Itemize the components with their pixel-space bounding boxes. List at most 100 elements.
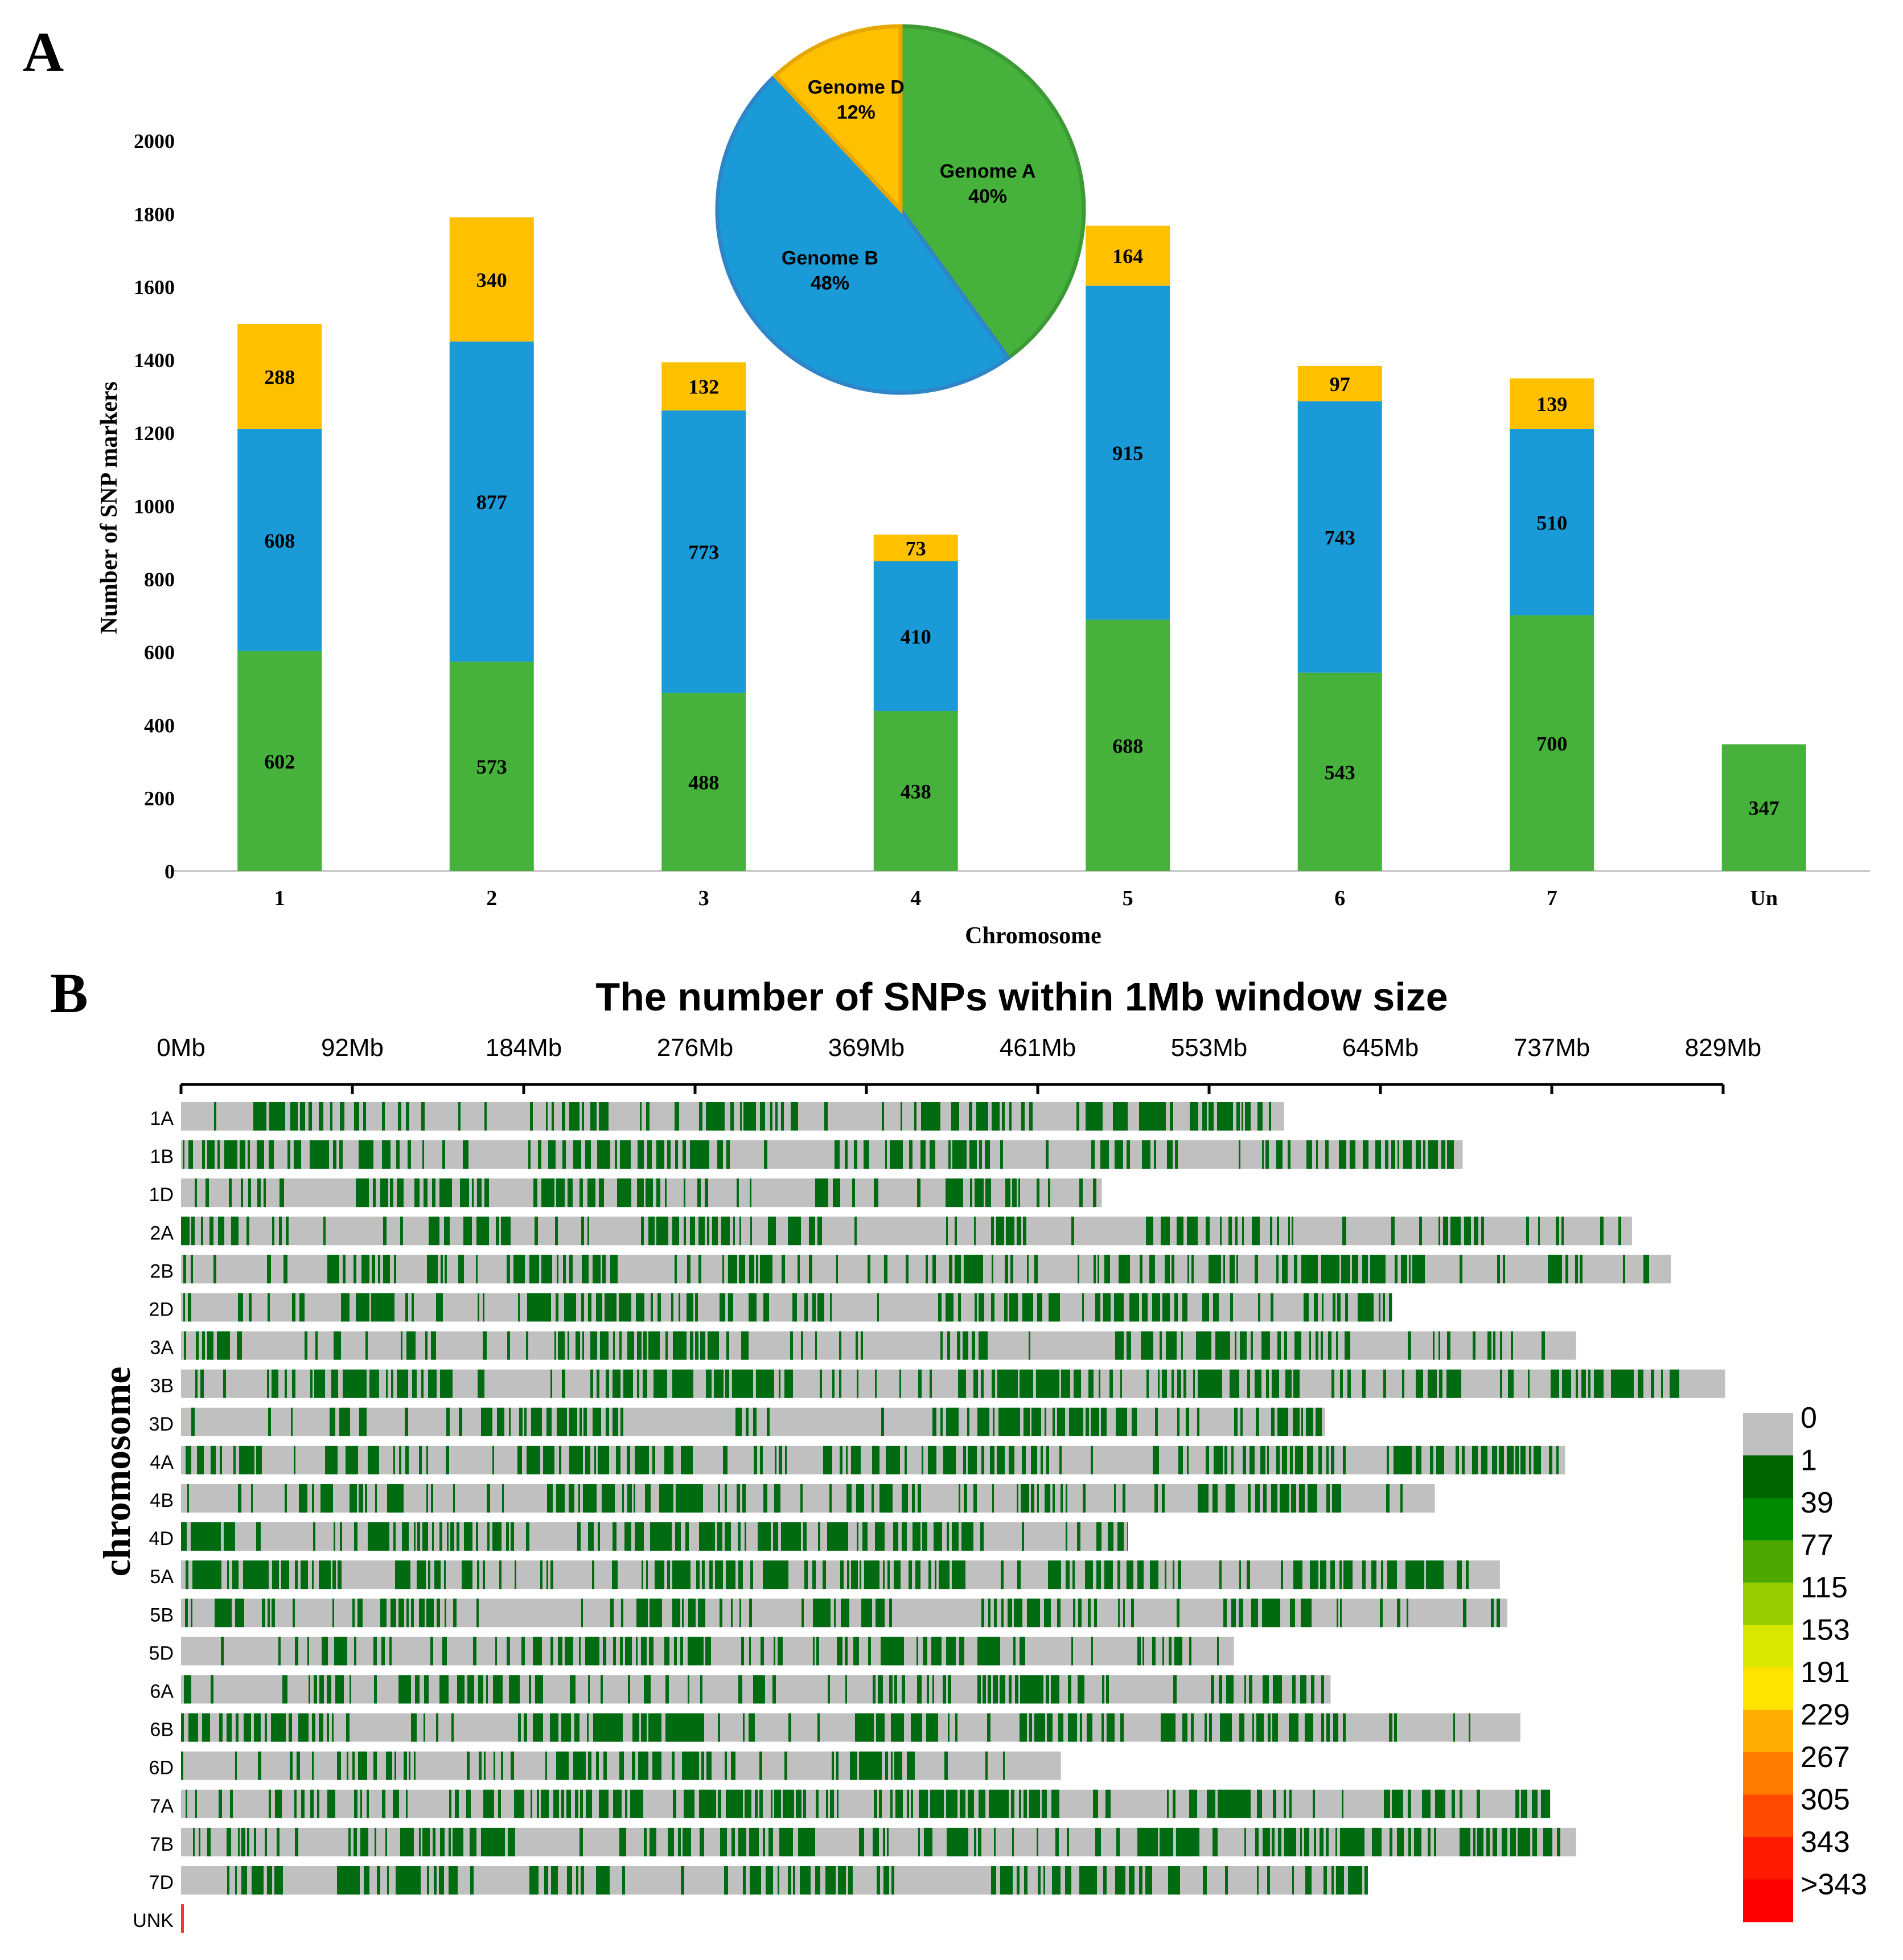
bar-segment (661, 362, 746, 411)
chromosome-label: 5D (149, 1642, 174, 1664)
chromosome-bar (181, 1713, 1520, 1742)
bar-value-label: 510 (1536, 511, 1567, 534)
chromosome-label: 5A (150, 1566, 174, 1588)
x-tick-label: 1 (274, 886, 285, 910)
bar-value-label: 97 (1330, 373, 1350, 396)
position-tick-label: 553Mb (1171, 1034, 1248, 1062)
chromosome-label: 2D (149, 1299, 174, 1321)
bar-value-label: 340 (476, 269, 507, 291)
chromosome-label: 6D (149, 1757, 174, 1779)
bar-value-label: 688 (1112, 734, 1143, 757)
bar-segment (449, 217, 534, 342)
x-tick-label: 6 (1334, 886, 1345, 910)
pie-slice (772, 24, 903, 215)
chromosome-bar (181, 1140, 1463, 1169)
chromosome-row (181, 1484, 1435, 1513)
chromosome-row (181, 1331, 1576, 1360)
chromosome-label: 1A (150, 1108, 174, 1129)
legend-swatch (1743, 1710, 1793, 1753)
bar-value-label: 543 (1325, 761, 1355, 784)
legend-label: 191 (1801, 1656, 1850, 1689)
snp-stripes (214, 1102, 1271, 1131)
bar-segment (237, 651, 322, 871)
snp-stripes (185, 1599, 1500, 1628)
legend-label: 343 (1801, 1826, 1850, 1859)
snp-stripes (187, 1484, 1403, 1513)
x-tick-label: 4 (910, 886, 921, 910)
chromosome-row (181, 1827, 1576, 1856)
chromosome-row (181, 1751, 1061, 1780)
legend-label: 1 (1801, 1444, 1817, 1477)
heatmap-title: The number of SNPs within 1Mb window siz… (595, 975, 1448, 1019)
y-tick-label: 400 (144, 714, 175, 737)
legend-label: >343 (1801, 1868, 1867, 1901)
chromosome-row (181, 1789, 1551, 1818)
chromosome-label: UNK (133, 1910, 174, 1932)
snp-stripes (195, 1178, 1096, 1207)
pie-slice-percent: 40% (968, 186, 1007, 207)
chromosome-row (181, 1866, 1368, 1895)
pie-slice-percent: 12% (837, 101, 876, 123)
pie-slice-label: Genome B (782, 248, 878, 269)
snp-stripes (181, 1751, 1005, 1780)
chromosome-label: 6B (150, 1719, 174, 1741)
bar-segment (661, 692, 746, 871)
chromosome-row (181, 1522, 1128, 1551)
bar-value-label: 139 (1536, 393, 1567, 416)
heatmap-legend: 0 1 39 77 115 153 191 229 267 305 343 >343 (1743, 1402, 1867, 1922)
chromosome-row (181, 1369, 1725, 1398)
panel-b: B The number of SNPs within 1Mb window s… (50, 961, 1867, 1933)
position-tick-label: 276Mb (657, 1034, 734, 1062)
position-tick-label: 92Mb (321, 1034, 384, 1062)
position-tick-label: 829Mb (1685, 1034, 1762, 1062)
chromosome-bar (181, 1407, 1325, 1436)
panel-b-label: B (50, 961, 88, 1025)
position-tick-label: 461Mb (1000, 1034, 1076, 1062)
x-axis-title: Chromosome (965, 923, 1101, 949)
heatmap-y-title: chromosome (95, 1367, 138, 1577)
chromosome-label: 7B (150, 1834, 174, 1855)
chromosome-bar (181, 1369, 1725, 1398)
pie-slice (715, 73, 1012, 395)
chromosome-row (181, 1713, 1520, 1742)
snp-stripes (186, 1560, 1469, 1589)
y-tick-label: 2000 (134, 130, 175, 153)
chromosome-bar (181, 1789, 1551, 1818)
chromosome-row (181, 1599, 1507, 1628)
bar-segment (1297, 401, 1382, 673)
legend-swatch (1743, 1879, 1793, 1922)
y-tick-label: 1200 (134, 422, 175, 445)
bar-segment (237, 324, 322, 429)
bar-segment (1510, 429, 1594, 615)
bar-segment (873, 711, 958, 871)
x-tick-label: 2 (486, 886, 497, 910)
unk-marker (181, 1904, 184, 1933)
genome-pie-chart: Genome A 40% Genome B 48% Genome D 12% (715, 24, 1086, 395)
chromosome-row (181, 1675, 1331, 1704)
chromosome-label: 4A (150, 1452, 174, 1473)
bar-value-label: 573 (476, 755, 507, 778)
chromosome-row (181, 1102, 1284, 1131)
chromosome-label: 2A (150, 1222, 174, 1244)
x-tick-label: 7 (1547, 886, 1557, 910)
chromosome-row (181, 1217, 1632, 1246)
bar-value-label: 288 (264, 365, 295, 388)
snp-stripes (184, 1675, 1324, 1704)
chromosome-label: 3A (150, 1337, 174, 1359)
y-tick-label: 800 (144, 568, 175, 591)
bar-segment (449, 661, 534, 871)
panel-a-label: A (23, 20, 64, 84)
chromosome-label: 3D (149, 1413, 174, 1435)
bar-value-label: 743 (1325, 526, 1355, 549)
snp-stripes (195, 1369, 1679, 1398)
legend-label: 267 (1801, 1741, 1850, 1774)
y-tick-label: 600 (144, 641, 175, 664)
panel-a: A 0200400600800100012001400160018002000 … (23, 20, 1870, 949)
legend-swatch (1743, 1625, 1793, 1668)
legend-swatch (1743, 1540, 1793, 1583)
legend-swatch (1743, 1498, 1793, 1540)
pie-slice-percent: 48% (811, 273, 849, 294)
legend-label: 229 (1801, 1699, 1850, 1732)
position-tick-label: 645Mb (1342, 1034, 1419, 1062)
